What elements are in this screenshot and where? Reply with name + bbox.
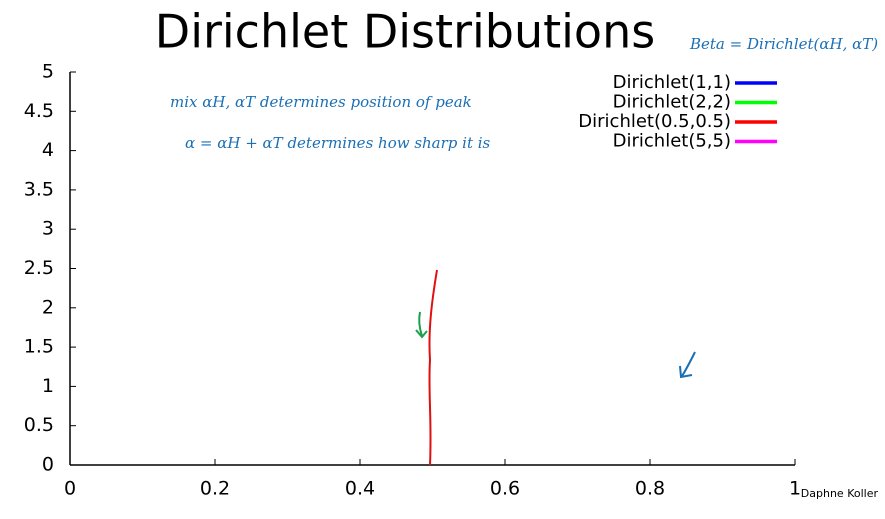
- y-tick-label: 1: [42, 375, 54, 397]
- y-tick-label: 5: [42, 61, 54, 83]
- annotation: Beta = Dirichlet(αH, αT): [689, 35, 878, 53]
- y-tick-label: 3: [42, 218, 54, 240]
- chart-title: Dirichlet Distributions: [155, 5, 655, 59]
- y-tick-label: 4: [42, 139, 54, 161]
- y-tick-label: 2: [42, 296, 54, 318]
- legend-label: Dirichlet(0.5,0.5): [578, 111, 731, 132]
- legend-label: Dirichlet(2,2): [613, 92, 731, 113]
- y-tick-label: 0: [42, 454, 54, 476]
- hand-drawn-line: [428, 269, 438, 466]
- annotation: mix αH, αT determines position of peak: [170, 93, 472, 111]
- legend-label: Dirichlet(5,5): [613, 131, 731, 152]
- x-tick-label: 0.8: [635, 478, 665, 500]
- hand-drawn-arrow: [415, 311, 428, 339]
- y-tick-label: 3.5: [24, 178, 54, 200]
- x-tick-label: 0.6: [490, 478, 520, 500]
- y-tick-label: 4.5: [24, 100, 54, 122]
- annotation: α = αH + αT determines how sharp it is: [185, 134, 491, 152]
- source: Daphne Koller: [801, 487, 879, 500]
- legend-label: Dirichlet(1,1): [613, 72, 731, 93]
- x-tick-label: 1: [789, 478, 801, 500]
- y-tick-label: 2.5: [24, 257, 54, 279]
- hand-drawn-arrow: [679, 351, 696, 379]
- y-tick-label: 1.5: [24, 336, 54, 358]
- y-tick-label: 0.5: [24, 414, 54, 436]
- x-tick-label: 0.2: [200, 478, 230, 500]
- x-tick-label: 0: [64, 478, 76, 500]
- x-tick-label: 0.4: [345, 478, 375, 500]
